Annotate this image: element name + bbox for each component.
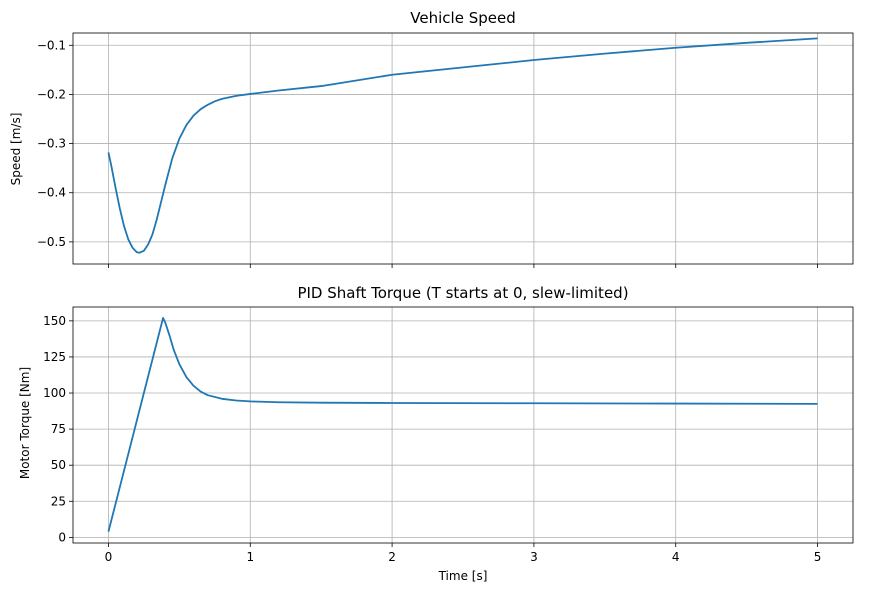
speed-chart-ylabel: Speed [m/s] — [9, 113, 23, 186]
torque-ytick-label: 150 — [43, 314, 66, 328]
torque-ytick-label: 75 — [51, 422, 66, 436]
torque-chart-title: PID Shaft Torque (T starts at 0, slew-li… — [297, 284, 628, 302]
torque-chart: PID Shaft Torque (T starts at 0, slew-li… — [18, 284, 854, 583]
speed-chart-title: Vehicle Speed — [410, 9, 515, 27]
torque-chart-ylabel: Motor Torque [Nm] — [18, 367, 32, 479]
speed-series-line — [107, 37, 818, 254]
speed-ytick-label: −0.3 — [37, 137, 66, 151]
torque-xtick-label: 3 — [530, 550, 538, 564]
torque-chart-grid — [73, 307, 853, 543]
torque-xtick-label: 4 — [672, 550, 680, 564]
torque-series-line — [107, 317, 818, 532]
torque-chart-frame — [72, 306, 854, 544]
torque-ytick-label: 0 — [58, 530, 66, 544]
speed-ytick-label: −0.2 — [37, 87, 66, 101]
torque-ytick-label: 125 — [43, 350, 66, 364]
torque-xtick-label: 1 — [246, 550, 254, 564]
speed-ytick-label: −0.4 — [37, 186, 66, 200]
torque-chart-series — [107, 317, 818, 532]
torque-ytick-label: 100 — [43, 386, 66, 400]
speed-chart-frame — [72, 32, 854, 265]
torque-chart-xlabel: Time [s] — [438, 569, 488, 583]
speed-chart-grid — [73, 33, 853, 264]
speed-ytick-label: −0.5 — [37, 235, 66, 249]
torque-ytick-label: 50 — [51, 458, 66, 472]
speed-chart-axes: −0.5 −0.4 −0.3 −0.2 −0.1 — [37, 38, 818, 268]
torque-xtick-label: 0 — [105, 550, 113, 564]
speed-ytick-label: −0.1 — [37, 38, 66, 52]
speed-chart: Vehicle Speed Speed [m/s] −0.5−0.4−0.3−0… — [9, 9, 854, 268]
torque-xtick-label: 2 — [388, 550, 396, 564]
torque-xtick-label: 5 — [814, 550, 822, 564]
torque-ytick-label: 25 — [51, 494, 66, 508]
speed-chart-series — [107, 37, 818, 254]
